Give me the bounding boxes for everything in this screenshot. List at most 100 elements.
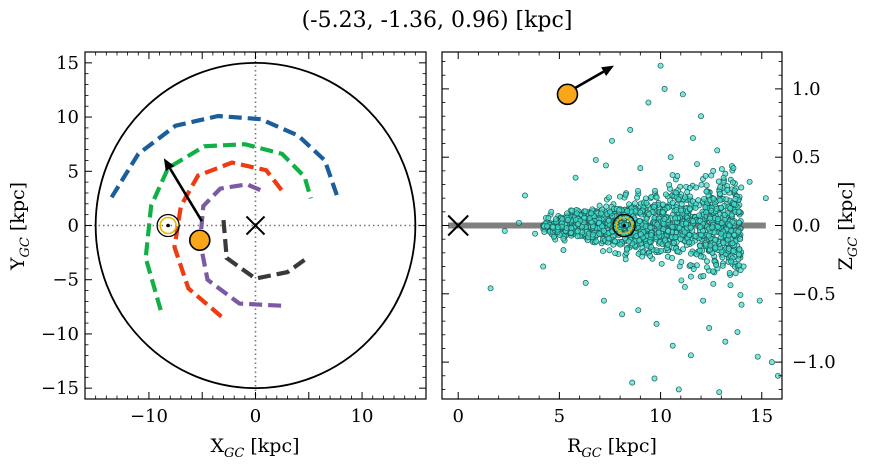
star-point xyxy=(660,201,666,208)
y-tick-label: 15 xyxy=(56,53,79,74)
star-point xyxy=(709,224,716,231)
star-point xyxy=(622,256,629,263)
star-point xyxy=(565,217,572,223)
star-point xyxy=(692,204,699,211)
star-point xyxy=(648,193,655,200)
star-point xyxy=(710,167,717,174)
star-point xyxy=(730,248,737,254)
star-point xyxy=(532,230,539,237)
star-point xyxy=(703,188,710,195)
spiral-arm-4 xyxy=(197,182,282,308)
star-point xyxy=(664,241,671,248)
star-point xyxy=(717,184,724,191)
star-point xyxy=(636,237,643,244)
star-point xyxy=(634,194,641,201)
star-point xyxy=(646,211,652,217)
star-point xyxy=(662,237,668,244)
star-point xyxy=(653,320,660,327)
star-point xyxy=(683,220,689,227)
star-point xyxy=(548,208,555,215)
star-point xyxy=(582,208,589,215)
star-point xyxy=(674,248,681,255)
star-point xyxy=(718,166,725,173)
sun-symbol-dot xyxy=(622,223,626,228)
star-point xyxy=(726,222,733,229)
star-point xyxy=(552,216,559,223)
star-point xyxy=(605,235,612,242)
star-point xyxy=(712,244,719,251)
star-point xyxy=(549,224,556,231)
star-point xyxy=(617,193,623,200)
y-tick-label: 5 xyxy=(68,161,79,182)
star-point xyxy=(596,230,603,237)
star-point xyxy=(686,205,693,212)
y-tick-label: −0.5 xyxy=(792,284,836,305)
star-point xyxy=(653,247,660,254)
star-point xyxy=(709,268,716,275)
star-point xyxy=(625,238,632,245)
star-point xyxy=(731,187,738,194)
star-point xyxy=(652,187,658,194)
star-point xyxy=(674,173,681,179)
star-point xyxy=(687,224,694,231)
star-point xyxy=(737,236,744,243)
left-panel: −10 0 10 −15 −10 −5 0 5 10 15 XGC [kpc] YGC [kpc] xyxy=(7,51,427,461)
star-point xyxy=(725,232,732,239)
object-marker xyxy=(556,83,579,106)
star-point xyxy=(720,174,727,181)
star-point xyxy=(603,203,610,210)
star-point xyxy=(724,187,731,193)
star-point xyxy=(686,185,693,191)
sun-symbol-ring xyxy=(615,216,633,235)
x-tick-label: 10 xyxy=(649,406,672,427)
star-point xyxy=(731,231,738,238)
star-point xyxy=(693,251,700,258)
star-point xyxy=(734,329,741,336)
star-point xyxy=(661,216,668,222)
x-tick-label: −10 xyxy=(130,406,168,427)
star-point xyxy=(706,325,713,331)
left-x-axis-label: XGC [kpc] xyxy=(210,435,299,461)
star-point xyxy=(731,201,738,208)
star-point xyxy=(710,195,717,202)
star-point xyxy=(710,280,717,287)
star-point xyxy=(554,224,561,231)
star-point xyxy=(719,262,726,269)
star-point xyxy=(705,232,712,239)
star-point xyxy=(653,194,660,201)
star-point xyxy=(569,207,576,214)
star-point xyxy=(669,199,676,206)
star-point xyxy=(600,297,607,304)
star-point xyxy=(718,230,724,237)
star-point xyxy=(693,184,700,191)
star-point xyxy=(639,249,646,256)
star-point xyxy=(728,258,735,265)
star-point xyxy=(756,297,763,304)
star-point xyxy=(713,262,720,268)
star-point xyxy=(665,227,672,234)
star-point xyxy=(654,221,661,228)
star-point xyxy=(572,174,579,181)
star-point xyxy=(589,231,596,238)
star-point xyxy=(688,250,694,257)
star-point xyxy=(616,207,623,214)
star-point xyxy=(606,247,613,254)
star-point xyxy=(573,210,580,217)
star-point xyxy=(687,273,694,280)
star-point xyxy=(675,386,682,393)
star-point xyxy=(718,220,725,226)
star-point xyxy=(560,235,567,242)
star-point xyxy=(718,248,725,255)
star-point xyxy=(596,202,603,209)
spiral-arm-5 xyxy=(221,219,307,281)
star-point xyxy=(716,389,723,396)
star-point xyxy=(617,241,624,248)
star-point xyxy=(692,233,699,240)
star-point xyxy=(677,183,684,190)
star-point xyxy=(600,248,606,255)
star-point xyxy=(637,209,644,216)
star-point xyxy=(648,232,655,239)
star-point xyxy=(609,137,615,144)
star-point xyxy=(700,273,707,279)
sun-symbol-outer xyxy=(612,213,636,238)
